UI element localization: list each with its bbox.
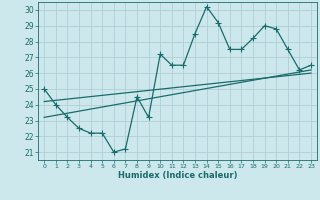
X-axis label: Humidex (Indice chaleur): Humidex (Indice chaleur) bbox=[118, 171, 237, 180]
